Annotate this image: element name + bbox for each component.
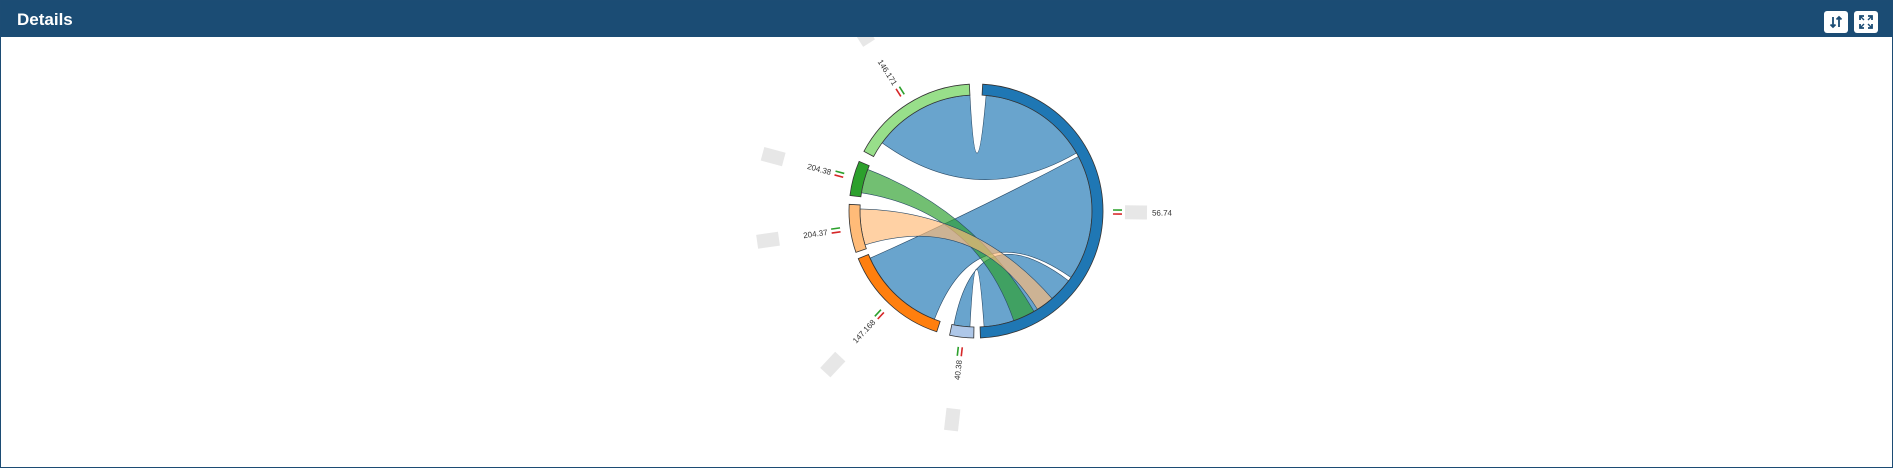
flag-icon bbox=[834, 170, 845, 179]
group-label-g5: 146.171 bbox=[851, 20, 905, 97]
group-label-g1: 40.38 bbox=[944, 346, 964, 432]
group-arc-g4[interactable] bbox=[849, 160, 870, 198]
panel-title: Details bbox=[17, 10, 73, 29]
expand-icon bbox=[1859, 15, 1873, 29]
group-value-label: 146.171 bbox=[876, 58, 899, 88]
group-label-g4: 204.38 bbox=[760, 147, 845, 179]
label-name-blurred bbox=[820, 351, 846, 378]
group-value-label: 204.38 bbox=[806, 162, 832, 177]
sort-arrows-icon bbox=[1829, 15, 1843, 29]
chord-chart: 56.74 40.38 147.168 204.37 204.38 146.171 bbox=[756, 20, 1173, 432]
group-label-g0: 56.74 bbox=[1112, 205, 1173, 220]
fullscreen-button[interactable] bbox=[1854, 11, 1878, 33]
group-arc-g1[interactable] bbox=[949, 323, 975, 339]
group-value-label: 204.37 bbox=[803, 228, 829, 240]
group-label-g2: 147.168 bbox=[820, 309, 885, 378]
label-name-blurred bbox=[1124, 205, 1148, 220]
group-arc-g2[interactable] bbox=[857, 253, 941, 333]
label-name-blurred bbox=[851, 20, 875, 47]
group-arc-g5[interactable] bbox=[863, 83, 971, 158]
group-value-label: 40.38 bbox=[953, 359, 964, 380]
flag-icon bbox=[874, 309, 885, 320]
group-arc-g0[interactable] bbox=[979, 83, 1104, 339]
flag-icon bbox=[1112, 209, 1123, 215]
label-name-blurred bbox=[944, 407, 961, 432]
label-name-blurred bbox=[756, 231, 780, 249]
flag-icon bbox=[895, 86, 905, 97]
group-value-label: 56.74 bbox=[1152, 209, 1173, 218]
group-value-label: 147.168 bbox=[851, 318, 878, 346]
panel-header: Details bbox=[1, 1, 1892, 37]
flag-icon bbox=[831, 227, 841, 234]
group-arc-g3[interactable] bbox=[848, 203, 867, 253]
sort-button[interactable] bbox=[1824, 11, 1848, 33]
label-name-blurred bbox=[760, 147, 786, 167]
group-label-g3: 204.37 bbox=[756, 227, 841, 249]
flag-icon bbox=[956, 346, 964, 357]
chart-area: 56.74 40.38 147.168 204.37 204.38 146.171 bbox=[1, 20, 1892, 467]
